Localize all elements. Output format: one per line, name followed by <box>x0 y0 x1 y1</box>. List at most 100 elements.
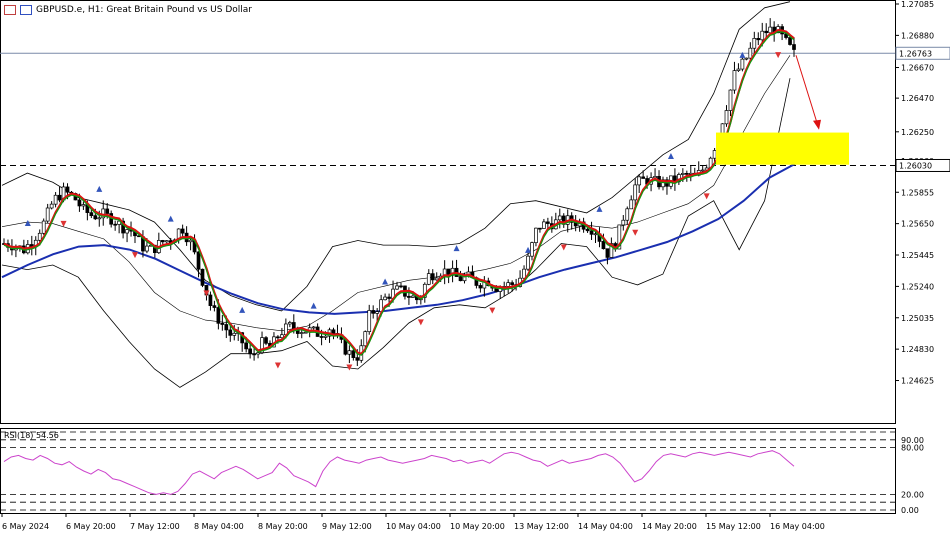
candle-body <box>200 268 205 286</box>
time-tick-label: 14 May 04:00 <box>578 522 633 531</box>
bollinger-lower <box>1 78 791 388</box>
candle-body <box>232 332 237 336</box>
candle-body <box>792 44 796 50</box>
fractal-up-marker <box>310 302 317 309</box>
candle-body <box>53 194 58 205</box>
chart-header: GBPUSD.e, H1: Great Britain Pound vs US … <box>4 5 252 15</box>
time-tick-label: 15 May 12:00 <box>706 522 761 531</box>
fractal-up-marker <box>167 215 174 222</box>
level-price-box <box>895 158 950 172</box>
candle-body <box>45 207 50 222</box>
candle-body <box>367 310 372 333</box>
candle-body <box>280 334 284 339</box>
candle-body <box>145 245 149 252</box>
time-tick-label: 6 May 2024 <box>2 522 49 531</box>
candle-body <box>347 350 352 355</box>
price-tick-label: 1.25035 <box>901 314 934 323</box>
price-pane-frame <box>0 0 896 424</box>
candle-body <box>81 204 86 207</box>
candle-body <box>748 47 753 59</box>
candle-body <box>228 329 233 336</box>
candle-body <box>276 336 280 339</box>
indicators-icon[interactable] <box>4 5 16 15</box>
candle-body <box>557 215 562 221</box>
candle-body <box>355 357 360 361</box>
target-zone <box>716 132 849 165</box>
rsi-line <box>3 450 795 495</box>
time-tick-label: 6 May 20:00 <box>66 522 116 531</box>
candle-body <box>395 285 399 290</box>
candle-body <box>617 224 622 250</box>
candle-body <box>768 26 773 34</box>
candle-body <box>546 221 550 224</box>
candle-body <box>57 194 62 201</box>
candle-body <box>744 57 749 60</box>
candle-body <box>220 322 225 325</box>
candle-body <box>375 311 380 314</box>
candle-body <box>732 70 737 91</box>
candle-body <box>212 305 217 308</box>
candle-body <box>216 307 221 324</box>
candle-body <box>399 285 403 288</box>
candle-body <box>383 296 387 301</box>
fractal-down-marker <box>203 290 210 297</box>
price-tick-label: 1.25240 <box>901 282 934 291</box>
fractal-up-marker <box>24 220 31 227</box>
candle-body <box>724 110 729 125</box>
candle-body <box>585 228 590 232</box>
fractal-down-marker <box>346 364 353 371</box>
candle-body <box>319 336 324 338</box>
fast-ma-red <box>3 28 795 355</box>
candle-body <box>784 33 788 38</box>
candle-body <box>287 322 292 325</box>
candle-body <box>97 217 102 220</box>
slow-moving-average <box>1 163 796 315</box>
candle-body <box>430 273 435 281</box>
candle-body <box>411 295 415 298</box>
candle-body <box>700 169 705 172</box>
candle-body <box>208 294 213 306</box>
fractal-up-marker <box>239 306 246 313</box>
fractal-up-marker <box>382 278 389 285</box>
candle-body <box>609 243 614 258</box>
candles <box>2 18 796 366</box>
candle-body <box>224 324 229 331</box>
candle-body <box>740 58 745 70</box>
candle-body <box>621 219 626 226</box>
level-price-label: 1.26030 <box>899 161 932 170</box>
candle-body <box>41 220 46 234</box>
candle-body <box>625 208 630 221</box>
candle-body <box>661 179 665 188</box>
candle-body <box>264 337 268 344</box>
fractal-up-marker <box>525 246 532 253</box>
time-tick-label: 10 May 20:00 <box>450 522 505 531</box>
time-tick-label: 10 May 04:00 <box>386 522 441 531</box>
chart-properties-icon[interactable] <box>20 5 32 15</box>
candle-body <box>788 37 792 45</box>
candle-body <box>542 221 546 229</box>
candle-body <box>506 282 511 287</box>
price-tick-label: 1.27085 <box>901 0 934 9</box>
candle-body <box>605 248 610 258</box>
time-tick-label: 13 May 12:00 <box>514 522 569 531</box>
candle-body <box>712 150 717 159</box>
chart-title: GBPUSD.e, H1: Great Britain Pound vs US … <box>36 5 252 15</box>
current-price-box <box>895 46 950 60</box>
candle-body <box>117 220 121 225</box>
candle-body <box>641 176 645 179</box>
candle-body <box>522 268 526 279</box>
candle-body <box>478 285 483 289</box>
fractal-down-marker <box>132 252 139 259</box>
candle-body <box>311 326 316 329</box>
rsi-level-label: 0.00 <box>901 506 919 515</box>
candle-body <box>105 208 110 214</box>
candle-body <box>387 296 391 299</box>
price-tick-label: 1.26470 <box>901 94 934 103</box>
rsi-level-label: 20.00 <box>901 490 924 499</box>
fractal-down-marker <box>632 229 639 236</box>
candle-body <box>77 199 82 207</box>
fractal-up-marker <box>596 205 603 212</box>
price-tick-label: 1.24830 <box>901 345 934 354</box>
forecast-arrow-line <box>795 55 818 123</box>
